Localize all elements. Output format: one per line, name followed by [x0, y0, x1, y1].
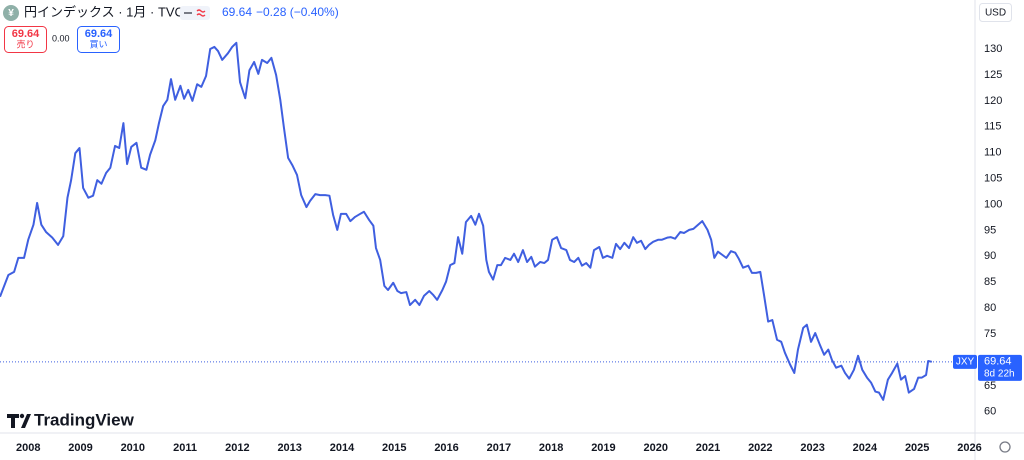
y-tick-label: 125: [984, 69, 1002, 81]
x-tick-label: 2018: [539, 442, 563, 454]
x-tick-label: 2026: [957, 442, 981, 454]
x-tick-label: 2008: [16, 442, 40, 454]
x-tick-label: 2019: [591, 442, 615, 454]
x-tick-label: 2016: [434, 442, 458, 454]
y-tick-label: 85: [984, 276, 996, 288]
y-tick-label: 110: [984, 147, 1002, 159]
spread: 0.00: [52, 33, 70, 43]
symbol-tag: [953, 354, 977, 369]
buy-button[interactable]: [77, 26, 120, 53]
x-tick-label: 2009: [68, 442, 92, 454]
x-tick-label: 2024: [853, 442, 878, 454]
x-tick-label: 2014: [330, 442, 355, 454]
x-tick-label: 2010: [121, 442, 145, 454]
y-tick-label: 100: [984, 198, 1002, 210]
currency-button[interactable]: [979, 3, 1012, 22]
logo-dot: [19, 413, 25, 419]
toggle-approx: [196, 9, 206, 17]
x-tick-label: 2020: [643, 442, 667, 454]
y-tick-label: 90: [984, 250, 996, 262]
price-tag-countdown: 8d 22h: [984, 368, 1015, 379]
header-last: 69.64: [222, 5, 252, 19]
x-tick-label: 2017: [487, 442, 511, 454]
y-tick-label: 65: [984, 380, 996, 392]
y-tick-label: 60: [984, 406, 996, 418]
watermark: TradingView: [34, 410, 135, 429]
x-tick-label: 2012: [225, 442, 249, 454]
sell-price: 69.64: [12, 28, 40, 40]
y-tick-label: 120: [984, 95, 1002, 107]
symbol-tag-text: JXY: [956, 356, 975, 367]
header-change: −0.28 (−0.40%): [256, 5, 339, 19]
sell-label: 売り: [16, 38, 34, 49]
x-tick-label: 2022: [748, 442, 772, 454]
price-tag-value: 69.64: [984, 356, 1012, 368]
x-tick-label: 2021: [696, 442, 720, 454]
buy-label: 買い: [89, 39, 107, 49]
x-tick-label: 2015: [382, 442, 406, 454]
y-tick-label: 130: [984, 43, 1002, 55]
x-tick-label: 2025: [905, 442, 929, 454]
price-tag: [978, 354, 1022, 381]
y-tick-label: 105: [984, 172, 1002, 184]
currency: USD: [985, 8, 1006, 19]
sell-button[interactable]: [4, 26, 47, 53]
y-tick-label: 115: [984, 121, 1002, 133]
symbol-title: 円インデックス · 1月 · TVC: [24, 4, 184, 19]
x-tick-label: 2013: [277, 442, 301, 454]
logo-icon: [7, 414, 31, 428]
y-tick-label: 75: [984, 328, 996, 340]
y-tick-label: 80: [984, 302, 996, 314]
x-tick-label: 2023: [800, 442, 824, 454]
buy-price: 69.64: [85, 28, 113, 40]
x-tick-label: 2011: [173, 442, 197, 454]
y-tick-label: 95: [984, 224, 996, 236]
settings-icon[interactable]: [999, 441, 1011, 453]
symbol-icon-text: ¥: [8, 8, 14, 19]
symbol-icon: [3, 5, 19, 21]
price-line: [0, 41, 933, 401]
